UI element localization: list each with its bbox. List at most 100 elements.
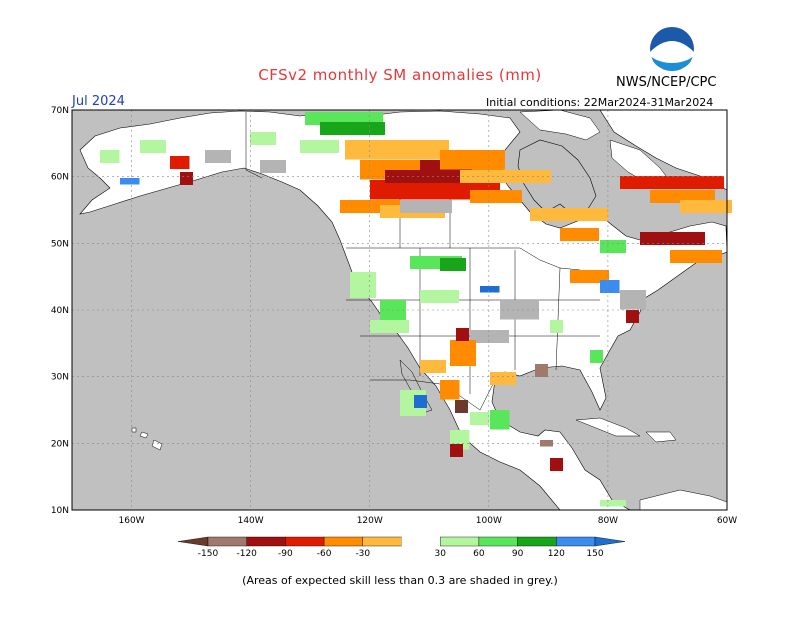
anomaly-cell [466,170,473,177]
anomaly-cell [689,196,696,203]
anomaly-cell [496,196,503,203]
anomaly-cell [498,150,505,157]
anomaly-cell [454,193,461,200]
anomaly-cell [696,250,703,257]
anomaly-cell [544,176,551,183]
anomaly-cell [459,156,466,163]
anomaly-cell [469,353,476,360]
anomaly-cell [353,200,360,207]
anomaly-cell [183,156,190,163]
anomaly-cell [376,112,383,119]
anomaly-cell [324,118,331,125]
anomaly-cell [639,290,646,297]
colorbar-segment [362,536,402,547]
anomaly-cell [429,256,436,263]
anomaly-cell [659,232,666,239]
anomaly-cell [414,401,421,408]
anomaly-cell [466,176,473,183]
colorbar-label: -30 [355,549,370,559]
anomaly-cell [383,326,390,333]
anomaly-cell [717,176,724,183]
anomaly-cell [575,208,582,215]
anomaly-cell [450,450,457,457]
anomaly-cell [380,300,387,307]
anomaly-cell [359,128,366,135]
anomaly-cell [446,296,453,303]
anomaly-cell [380,211,387,218]
anomaly-cell [373,160,380,167]
anomaly-cell [583,276,590,283]
map-frame [71,109,728,511]
anomaly-cell [369,278,376,285]
anomaly-cell [466,156,473,163]
anomaly-cell [300,140,307,147]
anomaly-cell [695,190,702,197]
anomaly-cell [389,320,396,327]
initial-conditions: Initial conditions: 22Mar2024-31Mar2024 [486,96,714,109]
anomaly-cell [452,166,459,173]
anomaly-cell [459,163,466,170]
anomaly-cell [503,372,510,379]
anomaly-cell [461,400,468,407]
anomaly-cell [386,306,393,313]
anomaly-cell [376,193,383,200]
anomaly-cell [416,153,423,160]
anomaly-cell [406,409,413,416]
anomaly-cell [556,458,563,465]
anomaly-cell [483,166,490,173]
anomaly-cell [430,170,437,177]
anomaly-cell [250,138,257,145]
anomaly-cell [496,378,503,385]
anomaly-cell [719,200,726,207]
anomaly-cell [492,156,499,163]
anomaly-cell [366,200,373,207]
anomaly-cell [445,206,452,213]
anomaly-cell [489,330,496,337]
anomaly-cell [672,182,679,189]
anomaly-cell [595,214,602,221]
anomaly-cell [556,320,563,327]
anomaly-cell [560,234,567,241]
anomaly-cell [402,326,409,333]
anomaly-cell [456,334,463,341]
anomaly-cell [346,200,353,207]
anomaly-cell [429,146,436,153]
anomaly-cell [423,146,430,153]
anomaly-cell [357,118,364,125]
anomaly-cell [440,156,447,163]
anomaly-cell [416,140,423,147]
anomaly-cell [575,214,582,221]
anomaly-cell [493,186,500,193]
anomaly-cell [588,214,595,221]
anomaly-cell [579,228,586,235]
anomaly-cell [370,193,377,200]
lon-tick-label: 100W [476,516,502,526]
anomaly-cell [569,208,576,215]
anomaly-cell [633,176,640,183]
anomaly-cell [470,336,477,343]
anomaly-cell [474,186,481,193]
anomaly-cell [579,234,586,241]
anomaly-cell [439,360,446,367]
anomaly-cell [541,364,548,371]
anomaly-cell [392,166,399,173]
anomaly-cell [532,313,539,320]
anomaly-cell [686,200,693,207]
lat-tick-label: 30N [51,373,69,383]
anomaly-cell [633,182,640,189]
anomaly-cell [698,238,705,245]
anomaly-cell [406,403,413,410]
anomaly-cell [373,173,380,180]
anomaly-cell [650,196,657,203]
anomaly-cell [370,118,377,125]
anomaly-cell [503,423,510,430]
anomaly-cell [502,190,509,197]
anomaly-cell [263,132,270,139]
anomaly-cell [359,206,366,213]
anomaly-cell [613,240,620,247]
anomaly-cell [498,163,505,170]
anomaly-cell [613,246,620,253]
anomaly-cell [423,262,430,269]
anomaly-cell [356,285,363,292]
anomaly-cell [420,166,427,173]
